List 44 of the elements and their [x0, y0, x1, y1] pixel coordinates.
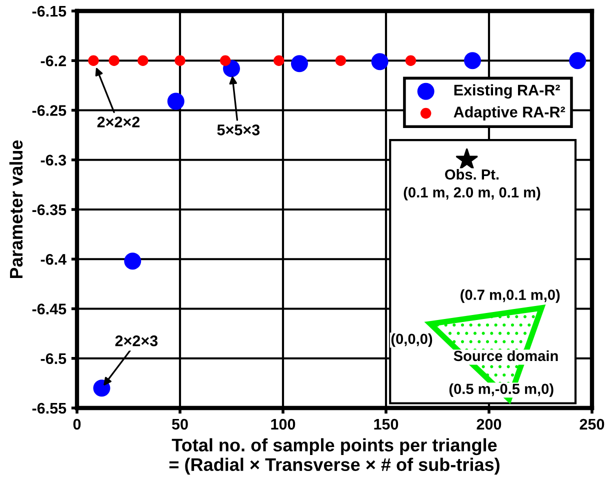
point — [569, 52, 586, 70]
annotation: (0.5 m,-0.5 m,0) — [449, 383, 554, 397]
point — [108, 55, 120, 66]
point — [335, 55, 346, 66]
point — [167, 92, 184, 110]
point — [274, 55, 284, 66]
y-tick-label: -6.45 — [32, 304, 66, 314]
legend-label: Adaptive RA-R² — [454, 106, 566, 120]
point — [464, 52, 482, 70]
legend-label: Existing RA-R² — [454, 84, 560, 99]
x-tick-label: 250 — [580, 418, 604, 430]
y-tick-label: -6.4 — [40, 254, 67, 265]
y-tick-label: -6.3 — [40, 154, 66, 166]
point — [220, 55, 231, 66]
y-axis-title: Parameter value — [9, 140, 23, 278]
point — [174, 55, 186, 66]
point — [371, 53, 388, 70]
annotation: (0.1 m, 2.0 m, 0.1 m) — [404, 186, 540, 200]
y-tick-label: -6.15 — [32, 6, 66, 17]
annotation: 2×2×2 — [97, 116, 140, 128]
x-axis-title: Total no. of sample points per triangle = (Radial × Transverse × # of sub-trias) — [169, 438, 500, 475]
annotation: (0.7 m,0.1 m,0) — [460, 289, 560, 303]
annotation: 5×5×3 — [217, 124, 260, 136]
point — [93, 380, 110, 397]
x-tick-label: 100 — [271, 418, 296, 430]
point — [124, 252, 142, 270]
annotation: Source domain — [454, 350, 558, 362]
y-tick-label: -6.5 — [40, 353, 66, 364]
point — [88, 55, 99, 66]
y-tick-label: -6.2 — [40, 55, 66, 66]
x-tick-label: 0 — [73, 418, 81, 430]
y-tick-label: -6.25 — [32, 105, 66, 116]
point — [290, 55, 308, 72]
annotation: Obs. Pt. — [445, 168, 499, 180]
annotation: 2×2×3 — [115, 335, 158, 346]
x-tick-label: 150 — [374, 418, 398, 430]
y-tick-label: -6.55 — [32, 402, 66, 414]
point — [138, 55, 148, 66]
point — [222, 60, 240, 78]
point — [405, 55, 416, 66]
x-tick-label: 50 — [172, 418, 188, 430]
annotation: (0,0,0) — [391, 333, 432, 347]
y-tick-label: -6.35 — [32, 204, 66, 216]
x-tick-label: 200 — [476, 418, 502, 430]
